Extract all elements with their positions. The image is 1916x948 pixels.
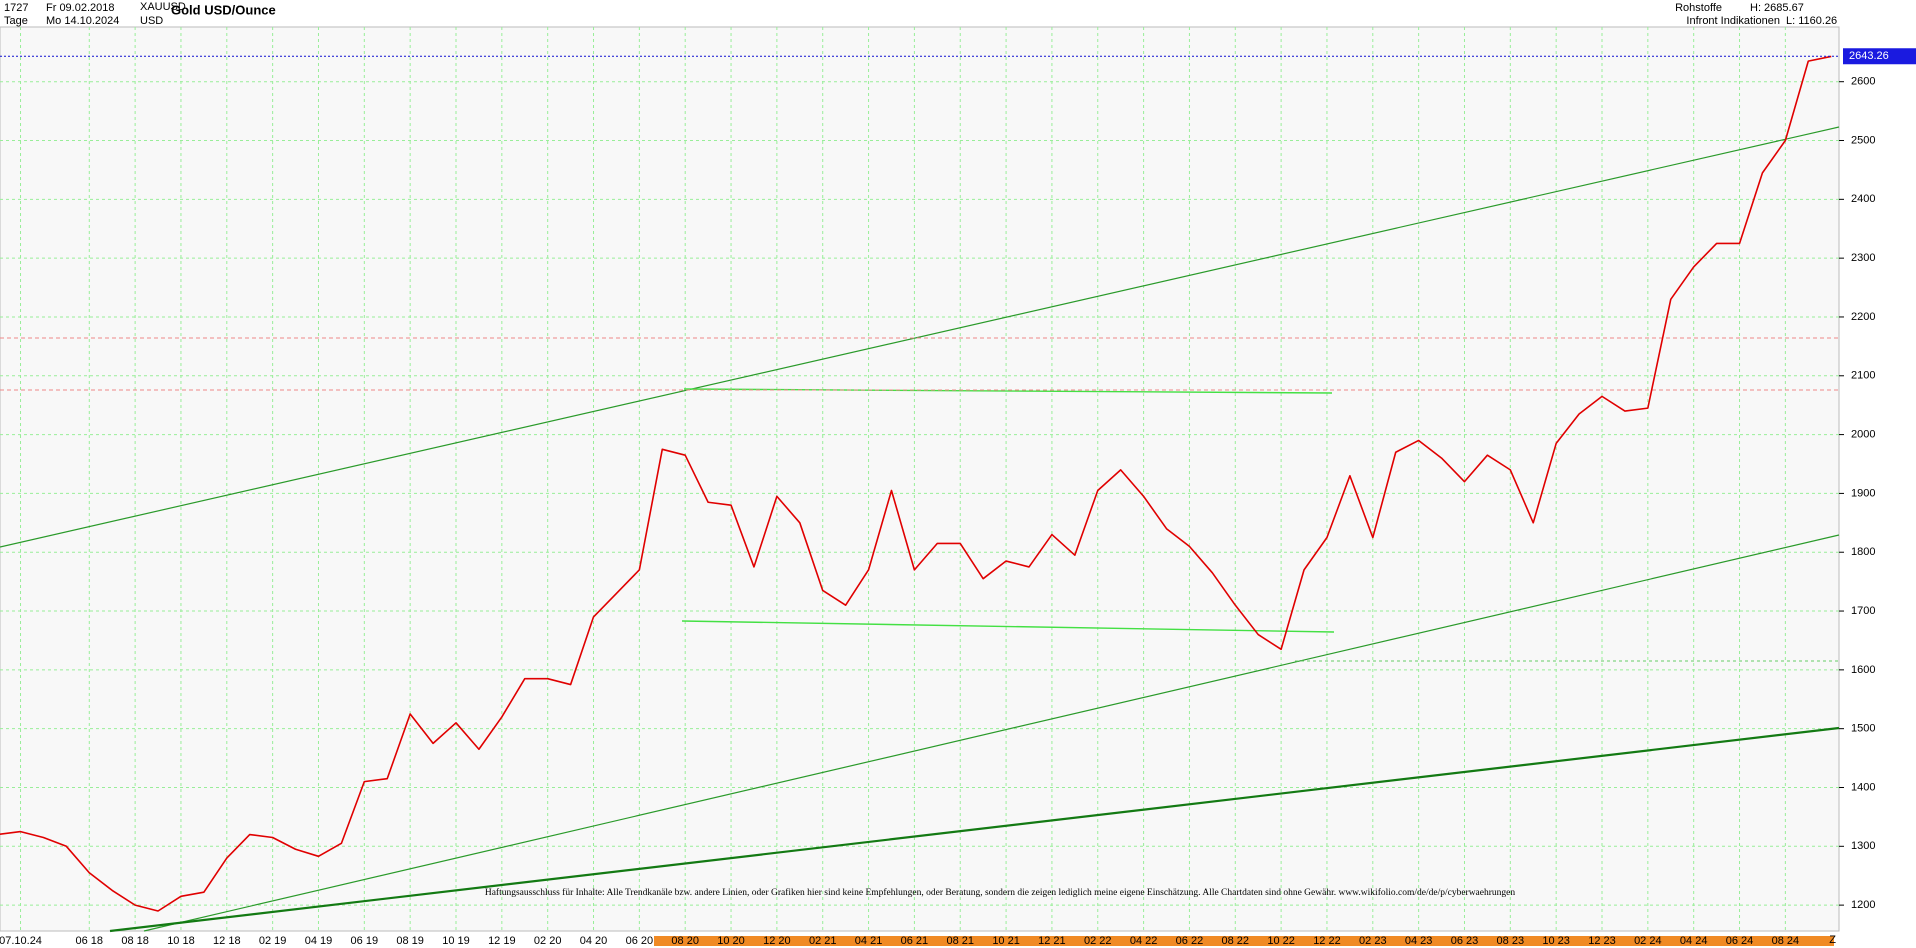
y-tick-label: 2600 (1851, 76, 1875, 88)
x-tick-label: 02 22 (1084, 935, 1112, 947)
header-low: L: 1160.26 (1786, 15, 1837, 27)
last-price-box (1843, 48, 1916, 65)
y-tick-label: 2000 (1851, 429, 1875, 441)
y-tick-label: 1300 (1851, 840, 1875, 852)
header-period: Tage (4, 15, 28, 27)
x-tick-label: 04 23 (1405, 935, 1433, 947)
x-tick-label: 08 18 (121, 935, 149, 947)
x-tick-label: 10 20 (717, 935, 745, 947)
x-tick-label: 06 20 (626, 935, 654, 947)
corner-label: Z (1829, 934, 1836, 946)
chart-title: Gold USD/Ounce (171, 2, 276, 17)
x-tick-label: 12 23 (1588, 935, 1616, 947)
x-tick-label: 06 19 (351, 935, 379, 947)
trend-upper (0, 126, 1840, 548)
y-tick-label: 1200 (1851, 899, 1875, 911)
x-tick-label: 06 24 (1726, 935, 1754, 947)
y-tick-label: 2100 (1851, 370, 1875, 382)
header-group: Rohstoffe (1675, 2, 1722, 14)
x-tick-label: 07.10.24 (0, 935, 42, 947)
x-tick-label: 02 19 (259, 935, 287, 947)
range-bottom (681, 620, 1335, 633)
x-tick-label: 10 18 (167, 935, 195, 947)
x-tick-label: 04 20 (580, 935, 608, 947)
x-tick-label: 08 20 (671, 935, 699, 947)
x-tick-label: 12 22 (1313, 935, 1341, 947)
x-tick-label: 10 19 (442, 935, 470, 947)
y-tick-label: 1500 (1851, 723, 1875, 735)
x-tick-label: 10 23 (1542, 935, 1570, 947)
x-tick-label: 08 23 (1497, 935, 1525, 947)
x-tick-label: 04 22 (1130, 935, 1158, 947)
x-tick-label: 04 24 (1680, 935, 1708, 947)
x-tick-label: 06 22 (1176, 935, 1204, 947)
last-price-label: 2643.26 (1849, 50, 1889, 62)
y-tick-label: 2200 (1851, 311, 1875, 323)
x-tick-label: 10 22 (1267, 935, 1295, 947)
x-tick-label: 12 19 (488, 935, 516, 947)
x-tick-label: 12 20 (763, 935, 791, 947)
x-tick-label: 06 23 (1451, 935, 1479, 947)
y-tick-label: 1700 (1851, 605, 1875, 617)
x-tick-label: 06 21 (901, 935, 929, 947)
y-tick-label: 2400 (1851, 193, 1875, 205)
plot-area (0, 26, 1840, 932)
x-tick-label: 10 21 (992, 935, 1020, 947)
header-high: H: 2685.67 (1750, 2, 1804, 14)
range-bar (654, 936, 1834, 946)
disclaimer: Haftungsausschluss für Inhalte: Alle Tre… (485, 887, 1516, 898)
price-line (0, 55, 1832, 912)
x-tick-label: 08 21 (946, 935, 974, 947)
x-tick-label: 08 24 (1772, 935, 1800, 947)
y-tick-label: 1900 (1851, 487, 1875, 499)
y-tick-label: 1600 (1851, 664, 1875, 676)
y-tick-label: 2300 (1851, 252, 1875, 264)
x-tick-label: 02 21 (809, 935, 837, 947)
trend-base (109, 726, 1840, 933)
x-tick-label: 02 24 (1634, 935, 1662, 947)
x-tick-label: 08 19 (396, 935, 424, 947)
x-tick-label: 06 18 (76, 935, 104, 947)
x-tick-label: 02 23 (1359, 935, 1387, 947)
header-source: Infront Indikationen (1686, 15, 1780, 27)
trend-lower (143, 534, 1840, 932)
x-tick-label: 12 21 (1038, 935, 1066, 947)
header-start: Fr 09.02.2018 (46, 2, 115, 14)
x-tick-label: 04 19 (305, 935, 333, 947)
y-tick-label: 1800 (1851, 546, 1875, 558)
header-end: Mo 14.10.2024 (46, 15, 119, 27)
header-count: 1727 (4, 2, 28, 14)
x-tick-label: 02 20 (534, 935, 562, 947)
header-symbol: XAUUSD (140, 1, 186, 13)
y-tick-label: 2500 (1851, 134, 1875, 146)
grid (0, 27, 1839, 931)
x-tick-label: 04 21 (855, 935, 883, 947)
x-tick-label: 12 18 (213, 935, 241, 947)
x-tick-label: 08 22 (1222, 935, 1250, 947)
header-currency: USD (140, 15, 163, 27)
y-tick-label: 1400 (1851, 781, 1875, 793)
